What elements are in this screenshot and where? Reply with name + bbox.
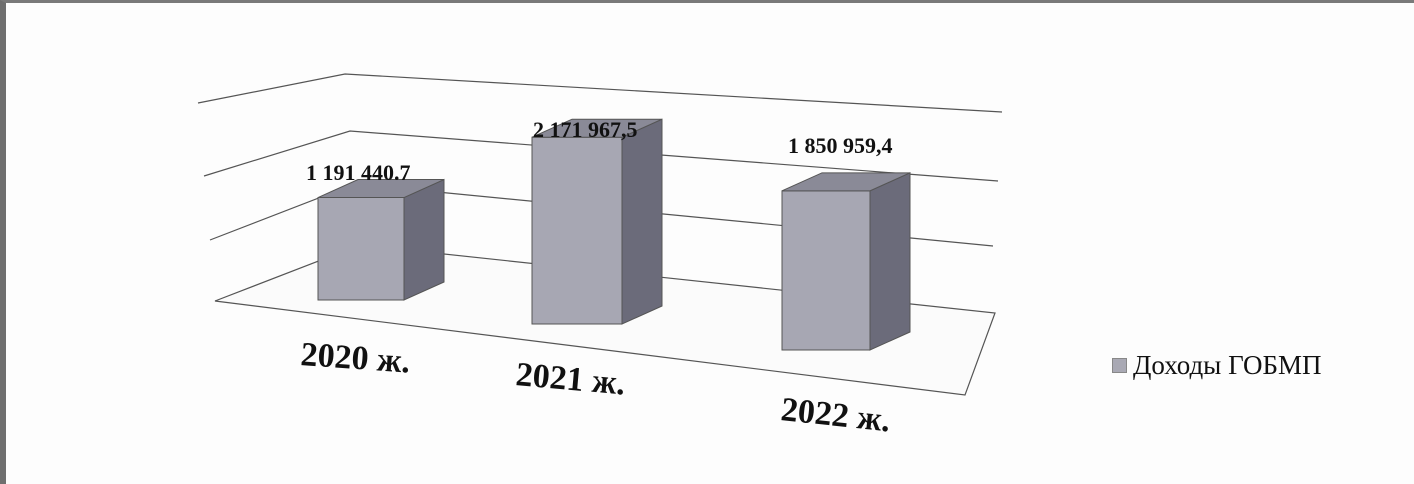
bar-side-3 — [869, 172, 911, 351]
category-label-1: 2020 ж. — [299, 336, 411, 381]
gridline-1 — [203, 130, 999, 182]
bar-front-1 — [317, 197, 405, 301]
data-label-3: 1 850 959,4 — [788, 133, 893, 158]
bar-top-1 — [317, 179, 445, 199]
bar-side-1 — [403, 178, 445, 301]
gridline-0 — [197, 73, 1003, 113]
data-label-1: 1 191 440.7 — [306, 160, 411, 185]
bar-top-2 — [531, 118, 663, 138]
bar-1 — [317, 178, 445, 301]
bar-front-3 — [781, 190, 871, 351]
bar-2 — [531, 118, 663, 325]
bar-side-2 — [621, 118, 663, 325]
legend: Доходы ГОБМП — [1112, 350, 1322, 381]
data-label-2: 2 171 967,5 — [533, 117, 638, 142]
labels: 1 191 440.7 2 171 967,5 1 850 959,4 2020 ж.… — [299, 117, 892, 439]
bar-top-3 — [781, 172, 911, 192]
bar-3 — [781, 172, 911, 351]
bars — [317, 118, 911, 351]
category-label-3: 2022 ж. — [779, 391, 892, 439]
category-label-2: 2021 ж. — [514, 356, 626, 402]
legend-swatch — [1112, 358, 1127, 373]
bar-front-2 — [531, 136, 623, 325]
legend-label: Доходы ГОБМП — [1133, 350, 1322, 380]
